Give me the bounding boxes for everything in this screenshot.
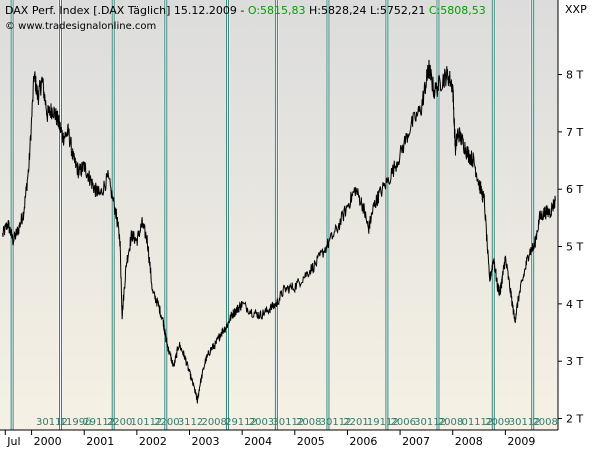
band-label: 30112 bbox=[320, 417, 352, 428]
event-line-bg-8 bbox=[435, 0, 440, 430]
band-label: 29112 bbox=[225, 417, 257, 428]
band-label: 2008 bbox=[438, 417, 463, 428]
x-tick-label: 2009 bbox=[507, 435, 535, 448]
plot-area bbox=[0, 0, 558, 430]
band-label: 2006 bbox=[391, 417, 416, 428]
y-tick-label: 6 T bbox=[566, 183, 583, 196]
band-label: 01112 bbox=[461, 417, 493, 428]
header-title: DAX Perf. Index [.DAX Täglich] 15.12.200… bbox=[5, 4, 248, 17]
band-label: 30112 bbox=[509, 417, 541, 428]
band-label: 2201 bbox=[343, 417, 368, 428]
band-label: 30112 bbox=[36, 417, 68, 428]
event-line-bg-2 bbox=[111, 0, 116, 430]
watermark: © www.tradesignalonline.com bbox=[5, 21, 156, 32]
band-label: 2008 bbox=[532, 417, 557, 428]
x-tick-label: 2004 bbox=[244, 435, 272, 448]
x-tick-label: 2005 bbox=[297, 435, 325, 448]
x-tick-label: 2003 bbox=[192, 435, 220, 448]
event-band-labels: 301121199ü291122200101122200311220082911… bbox=[36, 417, 558, 428]
y-axis: 2 T 3 T 4 T 5 T 6 T 7 T 8 T bbox=[558, 69, 583, 426]
band-label: 10112 bbox=[131, 417, 163, 428]
band-label: 29112 bbox=[83, 417, 115, 428]
x-tick-label: Jul bbox=[6, 435, 20, 448]
event-line-bg-7 bbox=[384, 0, 389, 430]
price-series bbox=[2, 59, 556, 404]
chart-header: DAX Perf. Index [.DAX Täglich] 15.12.200… bbox=[5, 4, 486, 17]
x-tick-label: 2002 bbox=[139, 435, 167, 448]
event-line-bg-9 bbox=[491, 0, 496, 430]
event-line-bg-5 bbox=[274, 0, 279, 430]
event-line-bg-0 bbox=[10, 0, 15, 430]
x-tick-label: 2008 bbox=[455, 435, 483, 448]
band-label: 2009 bbox=[485, 417, 510, 428]
band-label: 30112 bbox=[272, 417, 304, 428]
x-tick-label: 2007 bbox=[402, 435, 430, 448]
band-label: 3112 bbox=[178, 417, 203, 428]
band-label: 2008 bbox=[296, 417, 321, 428]
band-label: 19112 bbox=[367, 417, 399, 428]
y-tick-label: 2 T bbox=[566, 413, 583, 426]
price-line bbox=[2, 59, 556, 404]
header-open: O:5815,83 bbox=[248, 4, 306, 17]
x-tick-label: 2001 bbox=[86, 435, 114, 448]
header-high-low: H:5828,24 L:5752,21 bbox=[306, 4, 429, 17]
x-tick-label: 2000 bbox=[34, 435, 62, 448]
band-label: 2200 bbox=[107, 417, 132, 428]
event-line-bg-3 bbox=[163, 0, 168, 430]
event-lines bbox=[10, 0, 535, 430]
band-label: 2008 bbox=[201, 417, 226, 428]
y-tick-label: 4 T bbox=[566, 298, 583, 311]
event-line-bg-1 bbox=[58, 0, 63, 430]
y-tick-label: 3 T bbox=[566, 355, 583, 368]
band-label: 2200 bbox=[154, 417, 179, 428]
band-label: 2003 bbox=[249, 417, 274, 428]
x-tick-label: 2006 bbox=[349, 435, 377, 448]
symbol-label: XXP bbox=[565, 3, 587, 16]
y-tick-label: 7 T bbox=[566, 126, 583, 139]
y-tick-label: 5 T bbox=[566, 241, 583, 254]
band-label: 1199ü bbox=[60, 417, 92, 428]
event-line-bg-4 bbox=[225, 0, 230, 430]
y-tick-label: 8 T bbox=[566, 69, 583, 82]
band-label: 30112 bbox=[414, 417, 446, 428]
x-axis: Jul 2000 2001 2002 2003 2004 2005 2006 2007 2008 2… bbox=[4, 430, 535, 448]
event-line-bg-6 bbox=[325, 0, 330, 430]
header-close: C:5808,53 bbox=[429, 4, 486, 17]
event-line-bg-10 bbox=[530, 0, 535, 430]
